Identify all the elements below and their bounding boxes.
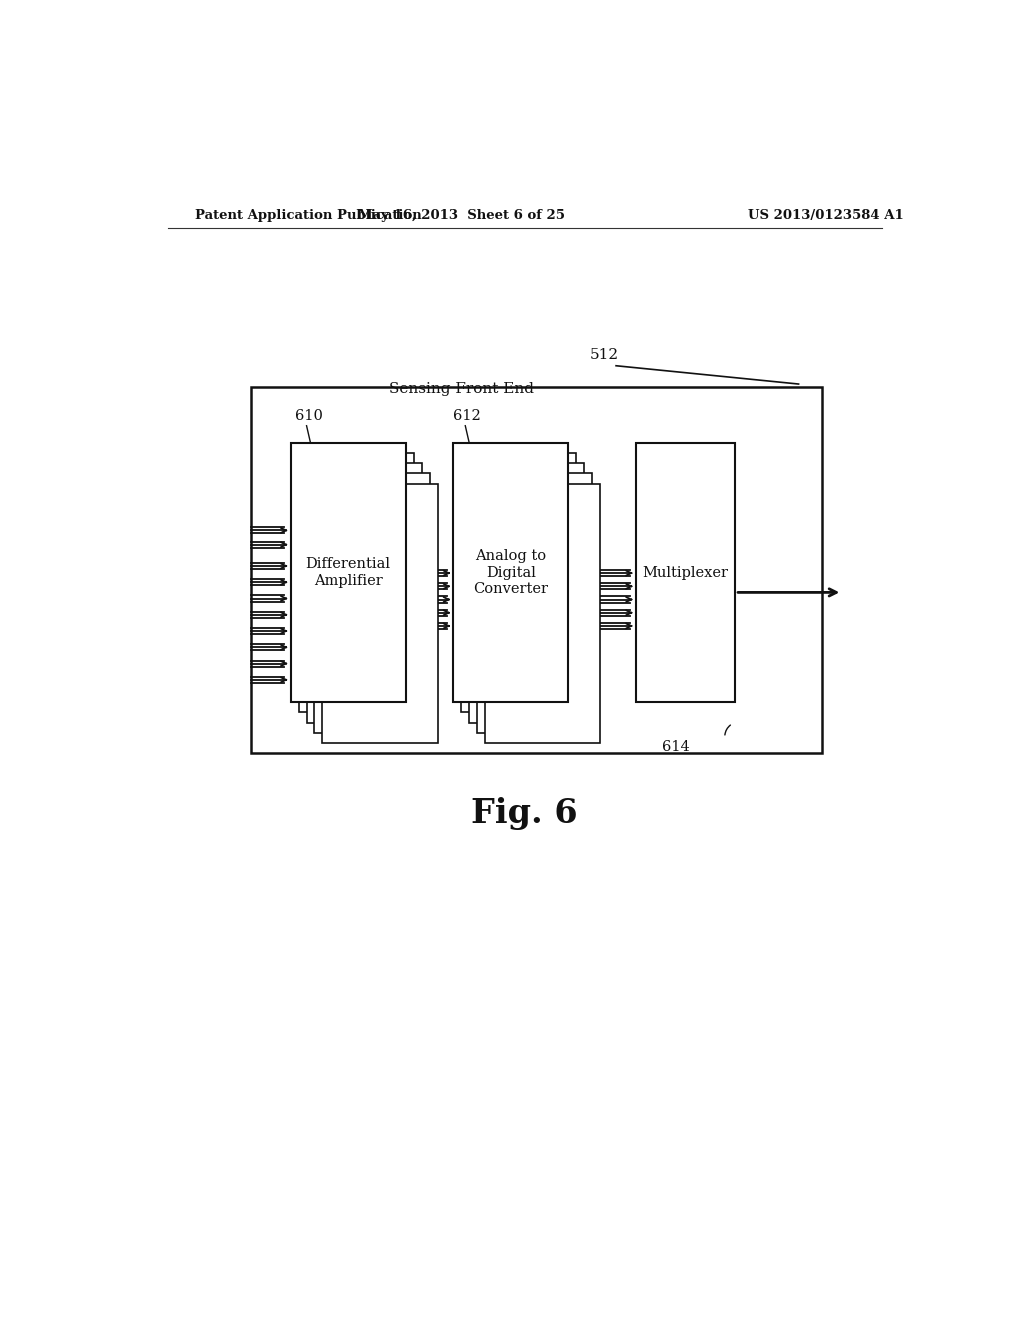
Bar — [461, 453, 577, 713]
Bar — [454, 444, 568, 702]
Text: Sensing Front End: Sensing Front End — [389, 383, 534, 396]
Text: 512: 512 — [590, 347, 618, 362]
Bar — [314, 474, 430, 733]
Text: Multiplexer: Multiplexer — [642, 565, 728, 579]
Bar — [636, 444, 735, 702]
Text: Patent Application Publication: Patent Application Publication — [196, 209, 422, 222]
Text: 610: 610 — [295, 409, 323, 422]
Bar — [477, 474, 592, 733]
Bar — [299, 453, 414, 713]
Text: 614: 614 — [662, 739, 689, 754]
Text: US 2013/0123584 A1: US 2013/0123584 A1 — [749, 209, 904, 222]
Bar — [469, 463, 585, 722]
Bar — [291, 444, 406, 702]
Text: Fig. 6: Fig. 6 — [471, 797, 579, 830]
Bar — [306, 463, 422, 722]
Bar — [251, 387, 822, 752]
Text: Differential
Amplifier: Differential Amplifier — [306, 557, 391, 587]
Bar — [485, 483, 600, 743]
Text: Analog to
Digital
Converter: Analog to Digital Converter — [473, 549, 549, 595]
Text: May 16, 2013  Sheet 6 of 25: May 16, 2013 Sheet 6 of 25 — [357, 209, 565, 222]
Bar — [323, 483, 437, 743]
Text: 612: 612 — [454, 409, 481, 422]
